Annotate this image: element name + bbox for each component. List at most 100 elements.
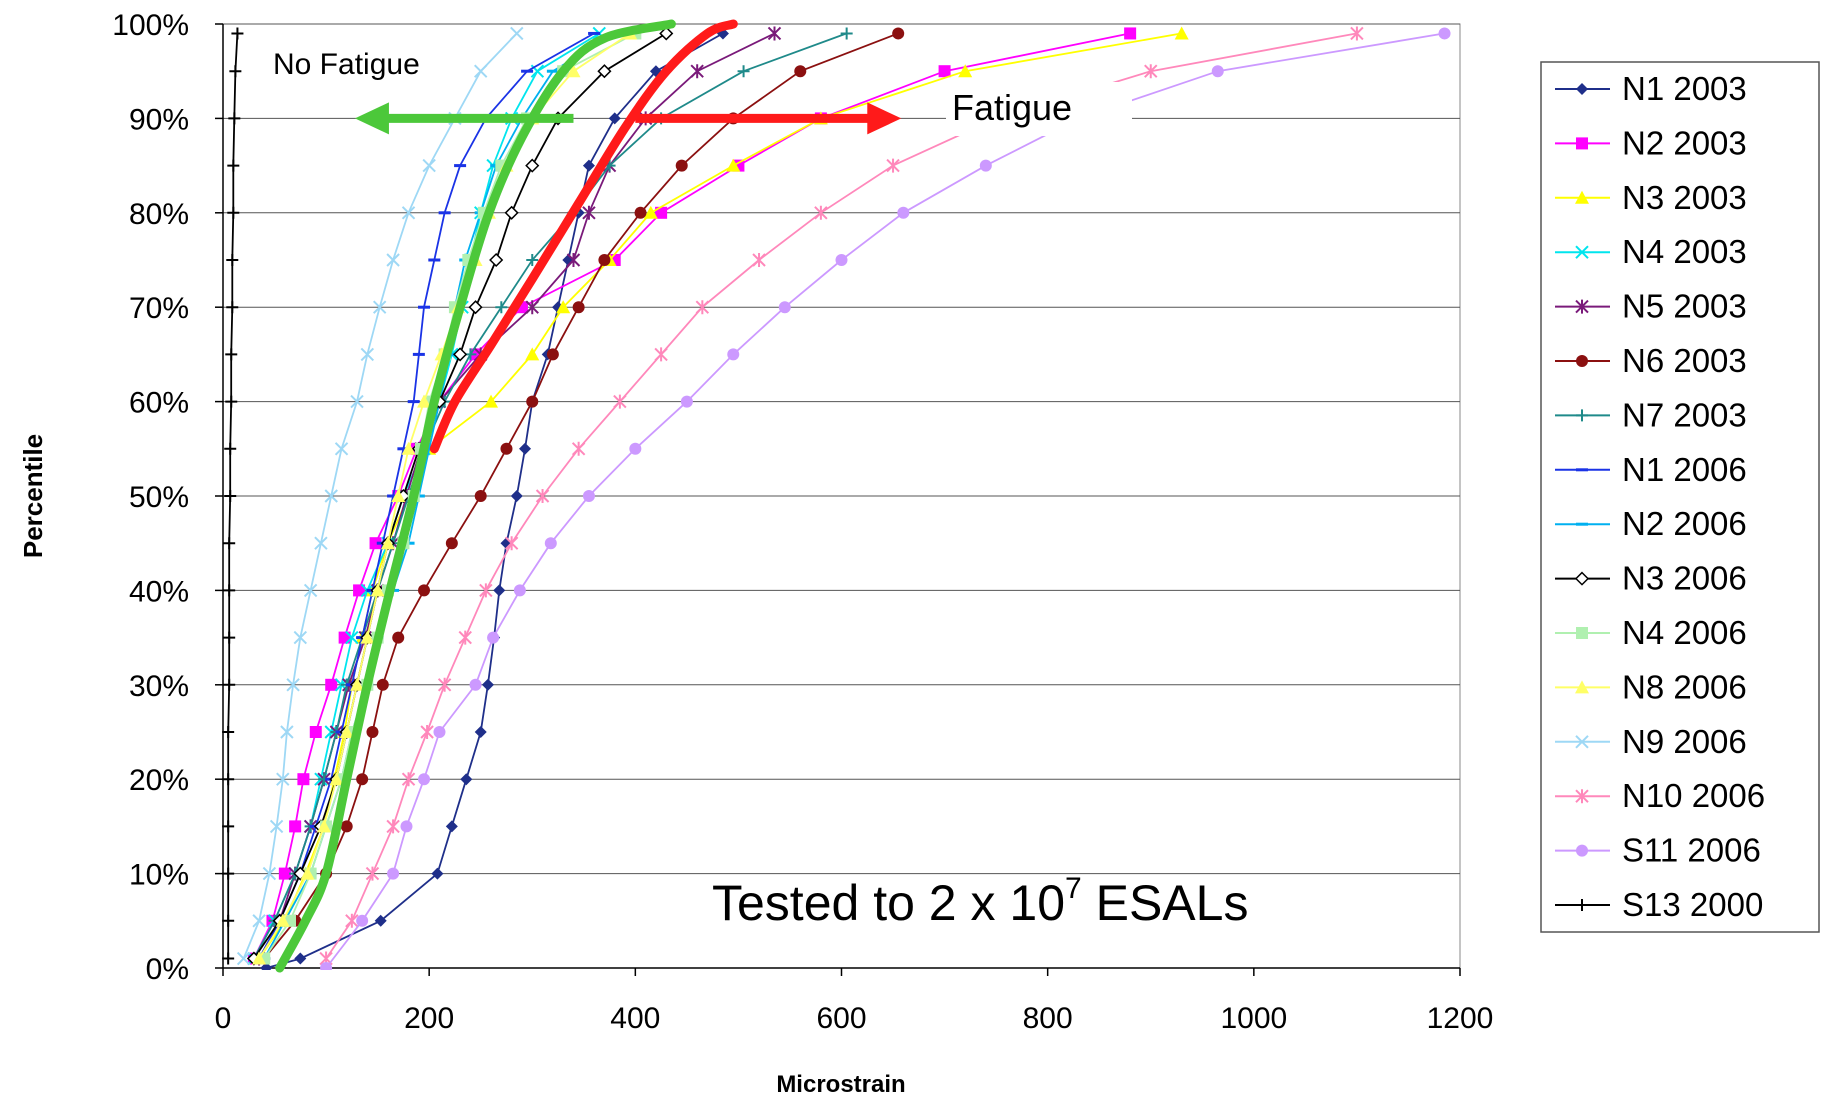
data-point [588,31,601,35]
data-point [428,258,441,262]
series-n6-2003 [258,27,905,965]
data-point [360,630,375,644]
data-point [231,27,244,40]
legend-label: S11 2006 [1622,832,1761,869]
data-point [222,914,235,927]
data-point [479,583,493,598]
data-point [228,112,241,125]
data-point [374,914,387,927]
legend-box [1540,61,1820,933]
data-point [418,773,431,786]
data-point [500,537,513,550]
data-point [468,300,483,315]
data-point [886,158,900,173]
y-axis: 0% 10% 20% 30% 40% 50% 60% 70% 80% 90% 100% [112,9,224,986]
legend-item: N3 2006 [1555,560,1747,597]
data-point [513,584,526,597]
data-point [1438,27,1451,40]
legend-label: N8 2006 [1622,668,1747,705]
data-point [1576,83,1588,95]
data-point [1575,789,1589,804]
data-point [566,253,581,267]
data-point [423,447,436,451]
data-point [546,348,559,361]
data-point [350,394,364,409]
y-tick-label: 60% [129,387,189,420]
data-point [1576,844,1588,857]
legend-item: N4 2006 [1555,614,1747,651]
data-point [269,819,284,834]
y-tick-label: 100% [112,9,189,42]
data-point [418,305,431,309]
data-point [495,301,508,314]
data-point [1575,245,1589,259]
data-point [840,27,853,40]
data-point [979,159,992,172]
data-point [280,725,294,739]
legend-label: N1 2006 [1622,451,1747,488]
y-tick-label: 30% [129,670,189,703]
data-point [571,441,586,456]
data-point [737,65,750,78]
data-point [222,867,235,880]
legend-item: N6 2003 [1555,342,1747,379]
data-point [1211,65,1224,78]
data-point [365,866,380,881]
y-axis-title: Percentile [18,434,48,558]
data-point [582,490,595,502]
x-tick-label: 600 [816,1002,866,1035]
data-point [380,536,395,550]
data-point [431,867,444,880]
data-point [223,537,236,550]
data-point [680,395,693,408]
data-point [222,952,235,965]
data-point [521,69,534,73]
data-point [500,442,513,455]
data-point [227,159,240,172]
data-point [222,726,235,738]
data-point [407,400,420,404]
legend-label: N5 2003 [1622,288,1747,325]
data-point [613,394,627,409]
tested-prefix: Tested to 2 x 10 [712,875,1065,931]
data-point [422,158,436,173]
no-fatigue-label: No Fatigue [273,48,420,81]
data-point [510,490,523,502]
x-tick-label: 200 [404,1002,454,1035]
data-point [1575,680,1589,694]
data-point [226,301,239,314]
data-point [556,300,571,314]
data-point [262,866,277,881]
data-point [445,820,458,833]
legend-item: S13 2000 [1555,886,1763,923]
data-point [526,254,539,266]
legend-item: N9 2006 [1555,723,1747,760]
legend-label: N1 2003 [1622,70,1747,107]
data-point [659,26,674,41]
data-point [372,300,387,314]
data-point [438,211,451,215]
data-point [401,772,416,787]
data-point [690,64,704,79]
data-point [535,489,550,503]
annotations: No Fatigue Fatigue Tested to 2 x 107 ESALs [273,48,1248,931]
legend-item: S11 2006 [1555,832,1761,869]
data-point [387,494,400,498]
data-point [386,253,400,267]
data-point [401,441,416,455]
data-point [460,773,473,786]
x-tick-label: 400 [610,1002,660,1035]
data-point [356,773,369,786]
data-point [1576,468,1588,472]
data-point [224,442,237,455]
data-point [1574,571,1590,586]
legend-item: N3 2003 [1555,179,1747,216]
data-point [835,254,848,266]
y-tick-label: 20% [129,764,189,797]
data-point [794,65,807,78]
trend-layer [275,19,738,973]
data-point [324,489,338,503]
data-point [469,678,482,691]
data-point [224,490,237,502]
